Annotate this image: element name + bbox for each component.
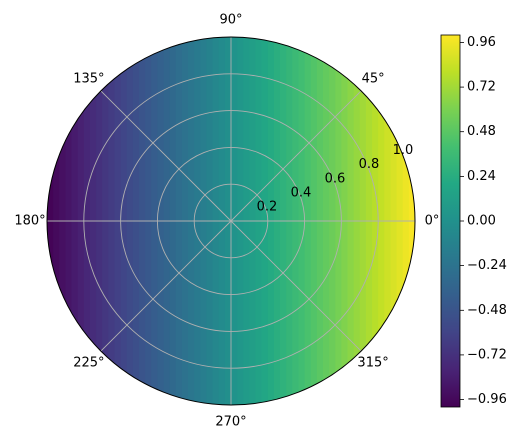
r-tick-label: 0.8 — [359, 157, 380, 172]
colorbar-tick-label: 0.24 — [467, 169, 496, 184]
theta-tick-label: 135° — [73, 71, 104, 86]
polar-grid — [47, 37, 415, 405]
r-tick-label: 0.6 — [325, 171, 346, 186]
colorbar — [440, 34, 461, 408]
colorbar-tick-label: 0.96 — [467, 35, 496, 50]
theta-gridline — [230, 220, 362, 352]
theta-gridline — [100, 220, 232, 352]
colorbar-tick-label: −0.24 — [467, 258, 507, 273]
theta-gridline — [100, 90, 232, 222]
polar-frame — [46, 36, 416, 406]
theta-tick-label: 225° — [73, 356, 104, 371]
colorbar-tick-label: 0.48 — [467, 124, 496, 139]
theta-tick-label: 45° — [362, 71, 385, 86]
r-tick-label: 0.2 — [257, 199, 278, 214]
theta-tick-label: 90° — [219, 13, 242, 28]
colorbar-tick-label: −0.72 — [467, 347, 507, 362]
theta-tick-label: 180° — [14, 214, 45, 229]
theta-gridline — [230, 90, 362, 222]
colorbar-tick-label: 0.72 — [467, 80, 496, 95]
colorbar-tick-label: 0.00 — [467, 214, 496, 229]
theta-tick-labels: 0° 45° 90° 135° 180° 225° 270° 315° — [14, 13, 439, 430]
r-tick-label: 1.0 — [393, 143, 414, 158]
colorbar-tick-label: −0.96 — [467, 392, 507, 407]
colorbar-tick-label: −0.48 — [467, 303, 507, 318]
theta-tick-label: 270° — [215, 415, 246, 430]
theta-tick-label: 315° — [357, 356, 388, 371]
theta-tick-label: 0° — [425, 214, 440, 229]
r-tick-labels: 0.2 0.4 0.6 0.8 1.0 — [257, 143, 414, 214]
r-tick-label: 0.4 — [291, 185, 312, 200]
colorbar-ticks: 0.96 0.72 0.48 0.24 0.00 −0.24 −0.48 −0.72 −0.96 — [460, 35, 507, 407]
